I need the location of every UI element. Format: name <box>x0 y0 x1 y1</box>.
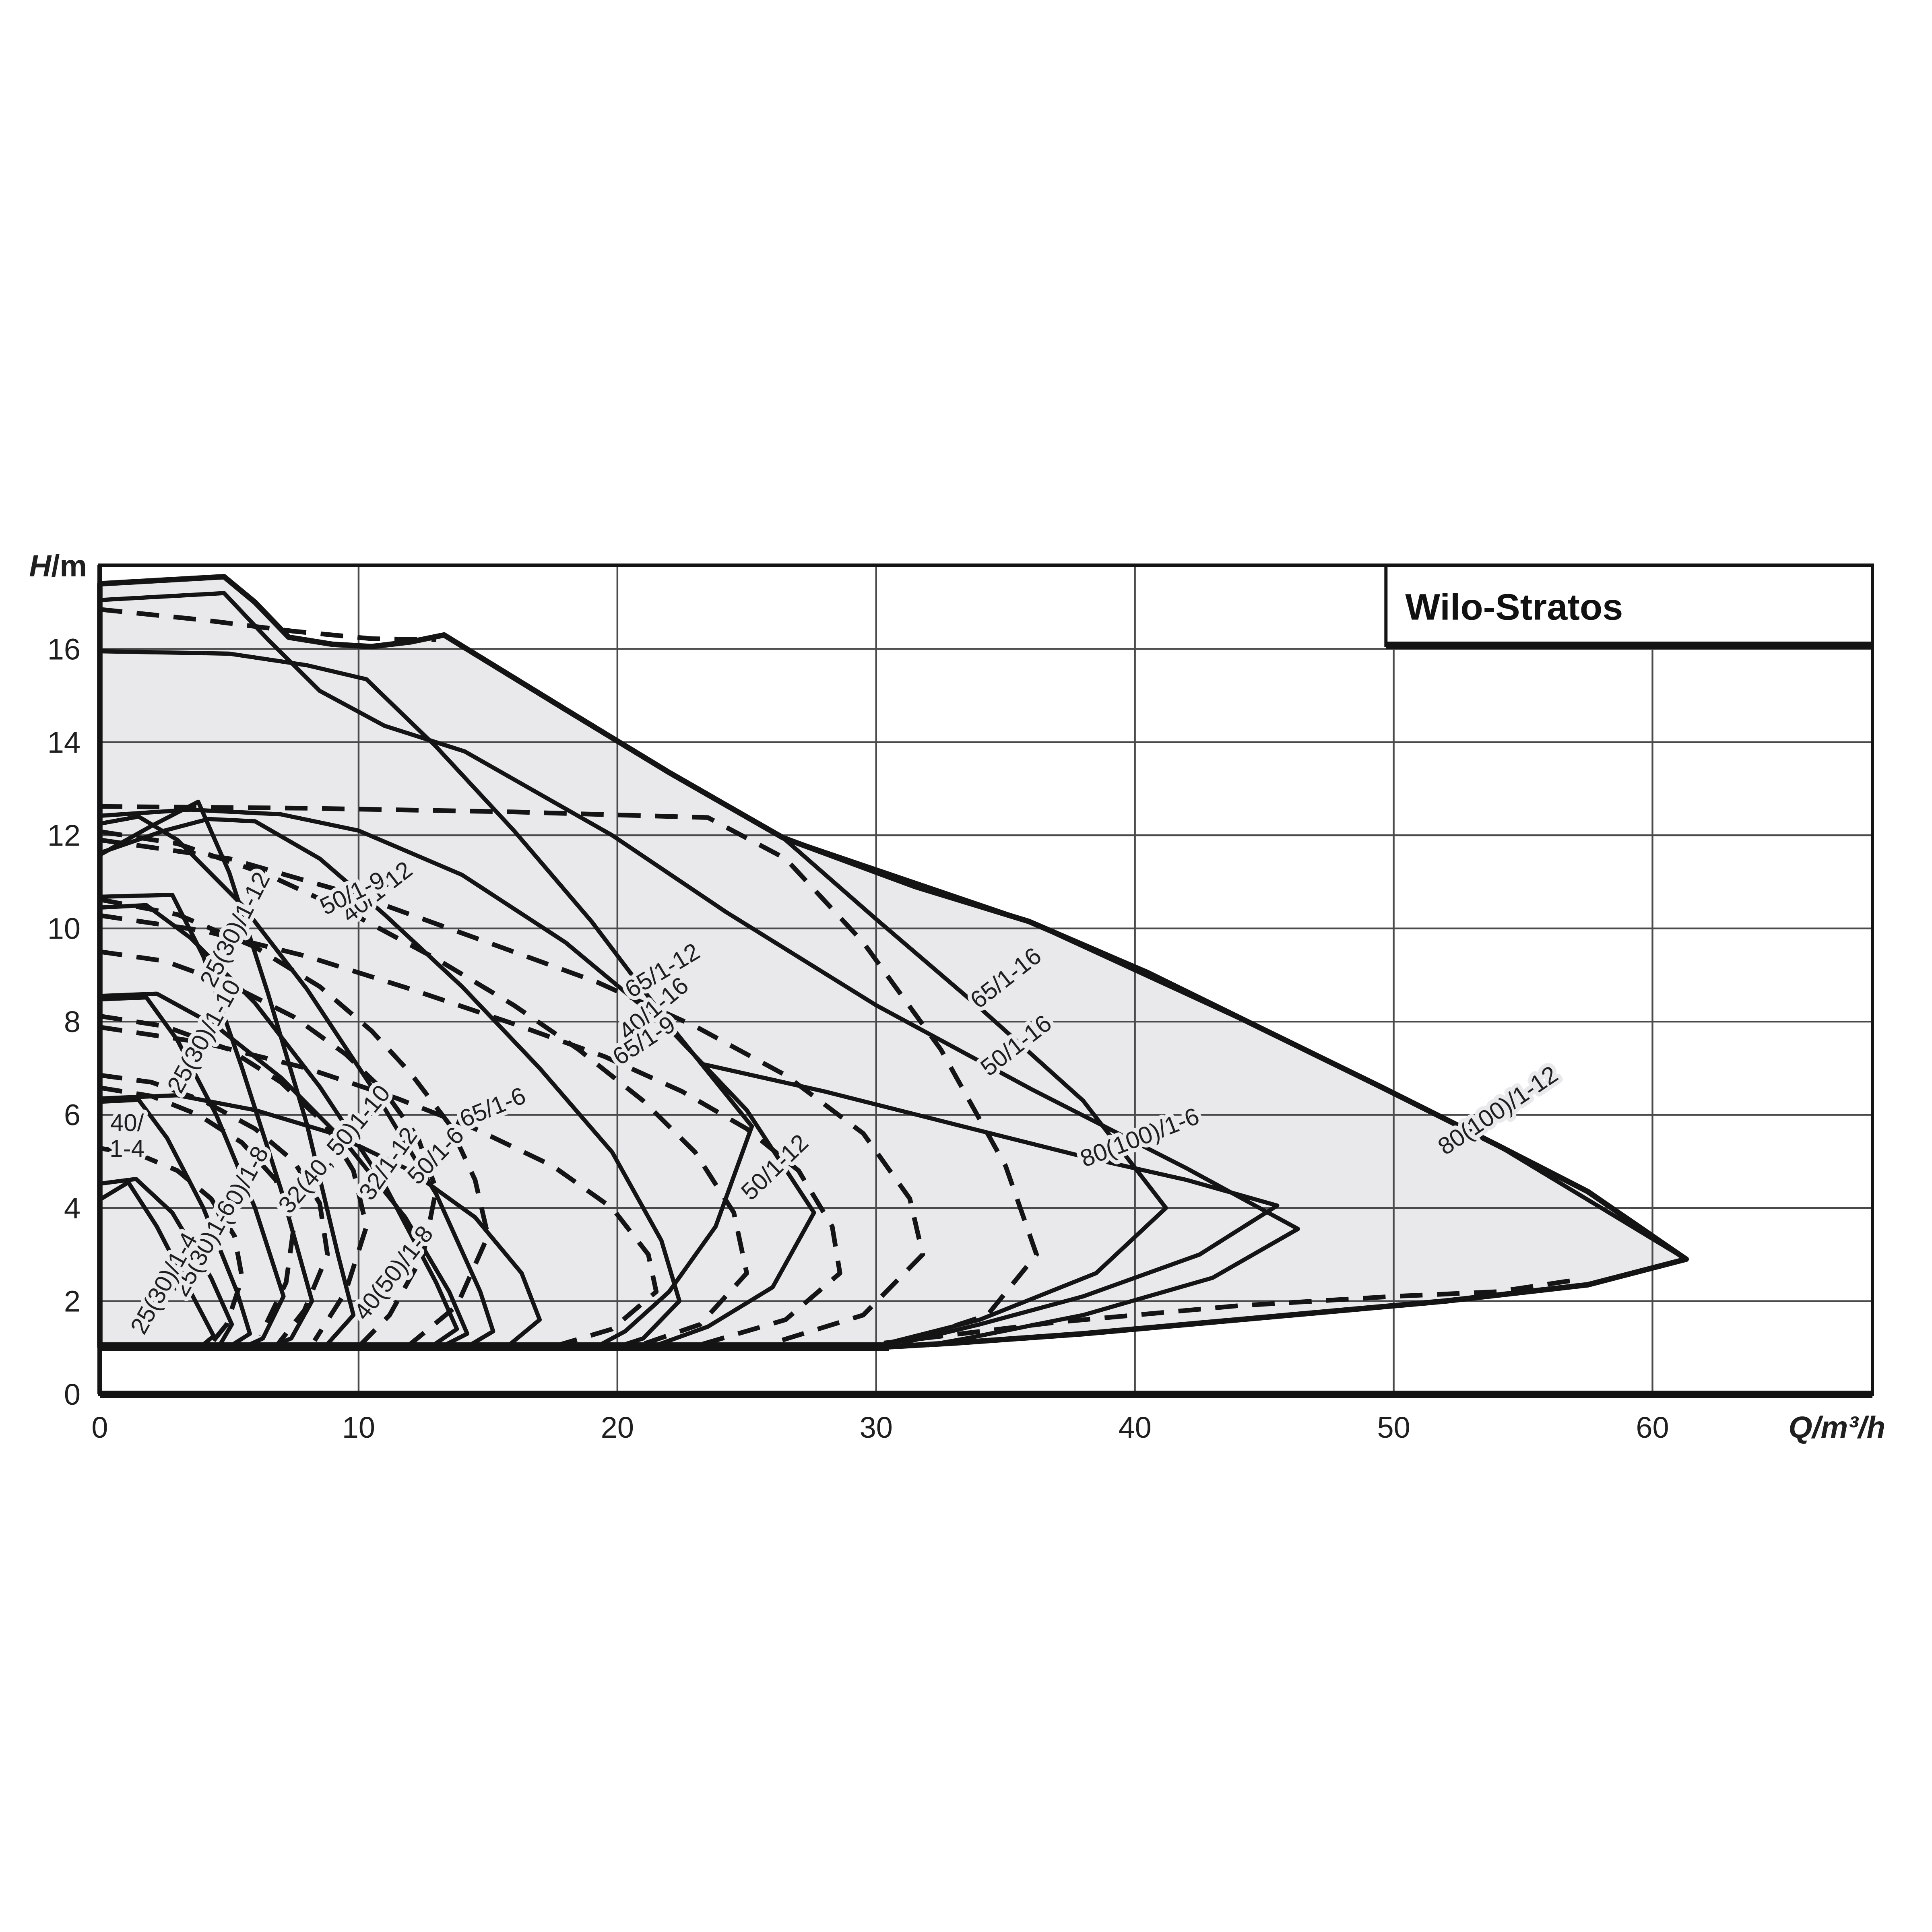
x-tick-label: 40 <box>1119 1411 1152 1444</box>
curve-dashed-65/1-16-min <box>99 804 1039 1346</box>
curve-dashed-aux-9.5 <box>99 949 439 1349</box>
y-tick-label: 10 <box>47 912 80 945</box>
curve-dashed-aux-8.1 <box>99 1013 369 1342</box>
x-tick-label: 30 <box>860 1411 893 1444</box>
y-tick-label: 16 <box>47 632 80 666</box>
y-tick-label: 12 <box>47 819 80 852</box>
x-tick-label: 50 <box>1377 1411 1410 1444</box>
curve-50/1-12 <box>99 807 816 1348</box>
curve-dashed-aux-10.6 <box>99 897 491 1346</box>
curve-65/1-16 <box>781 836 1168 1346</box>
curve-25(30)/1-8 <box>99 995 286 1349</box>
curve-25(30)/1-4 <box>99 1180 216 1348</box>
curve-80(100)/1-6 <box>700 1061 1280 1345</box>
curve-80(100)/1-12 <box>782 836 1687 1261</box>
y-tick-label: 6 <box>64 1098 80 1132</box>
curve-dashed-aux-5.3 <box>99 1146 245 1348</box>
x-axis-title: Q/m³/h <box>1788 1410 1885 1445</box>
y-tick-label: 2 <box>64 1285 80 1318</box>
x-tick-label: 20 <box>601 1411 634 1444</box>
brand-box <box>1384 564 1874 647</box>
curve-25(30)1-6 <box>99 1098 252 1349</box>
y-tick-label: 8 <box>64 1005 80 1038</box>
curve-dashed-top <box>99 607 436 642</box>
curve-32/1-12 <box>99 814 495 1349</box>
y-tick-label: 0 <box>64 1378 80 1411</box>
x-tick-label: 60 <box>1636 1411 1669 1444</box>
curve-40/1-4 <box>99 1177 234 1348</box>
curve-40/1-16 <box>99 649 754 1347</box>
curve-65/1-9 <box>99 913 842 1346</box>
curve-50/1-6 <box>99 1093 542 1347</box>
curve-65/1-12 <box>99 838 925 1346</box>
y-axis-title: H/m <box>29 549 87 583</box>
brand-label: Wilo-Stratos <box>1405 587 1623 628</box>
y-tick-label: 4 <box>64 1191 80 1225</box>
curve-25(30)/1-10 <box>99 892 314 1349</box>
curve-label-40/1-4: 40/1-4 <box>109 1109 144 1162</box>
curve-40(50)/1-8 <box>99 991 470 1349</box>
curve-dashed-aux-6.6 <box>99 1085 296 1337</box>
x-tick-label: 0 <box>91 1411 108 1444</box>
curve-25(30)/1-12 <box>99 799 356 1346</box>
curve-40/1-12 <box>99 817 682 1349</box>
y-tick-label: 14 <box>47 726 80 759</box>
working-field-outline <box>97 574 1689 1350</box>
x-tick-label: 10 <box>342 1411 375 1444</box>
